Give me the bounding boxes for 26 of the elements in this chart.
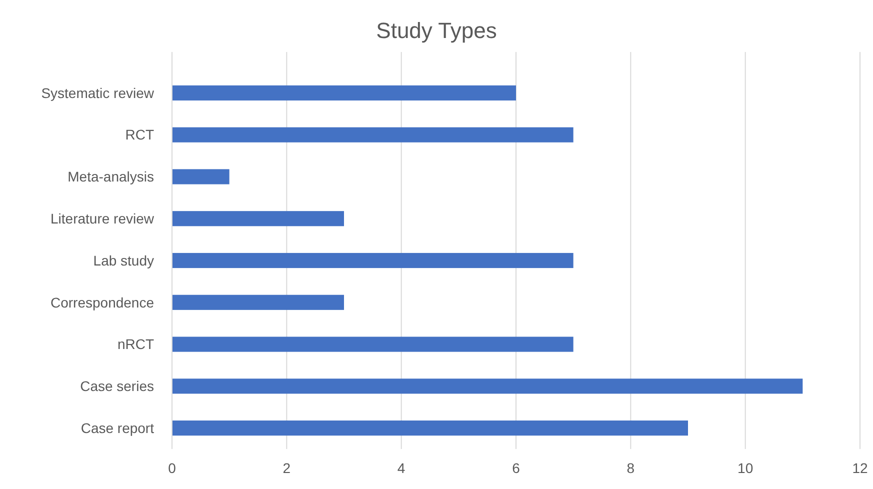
bar — [172, 420, 688, 436]
bar — [172, 336, 574, 352]
x-tick-label: 2 — [282, 460, 291, 476]
x-tick-label: 6 — [512, 460, 520, 476]
chart-title: Study Types — [376, 18, 497, 43]
y-tick-label: Lab study — [93, 252, 154, 268]
bar — [172, 169, 230, 184]
x-tick-label: 4 — [397, 460, 406, 476]
x-tick-label: 10 — [738, 460, 754, 476]
bar — [172, 85, 516, 100]
y-tick-label: nRCT — [117, 336, 154, 352]
y-tick-label: Case series — [80, 378, 154, 394]
bar — [172, 127, 574, 142]
y-tick-label: Meta-analysis — [68, 168, 154, 185]
bar — [172, 211, 344, 226]
y-tick-label: Literature review — [50, 210, 155, 227]
bar — [172, 378, 803, 394]
y-tick-label: Case report — [80, 420, 154, 436]
y-tick-label: RCT — [125, 126, 154, 143]
x-tick-label: 8 — [626, 460, 635, 476]
y-tick-label: Systematic review — [41, 84, 155, 101]
bar — [172, 294, 344, 310]
x-tick-label: 12 — [852, 460, 868, 476]
y-tick-label: Correspondence — [50, 294, 154, 310]
bar — [172, 252, 574, 268]
x-tick-label: 0 — [168, 460, 176, 476]
